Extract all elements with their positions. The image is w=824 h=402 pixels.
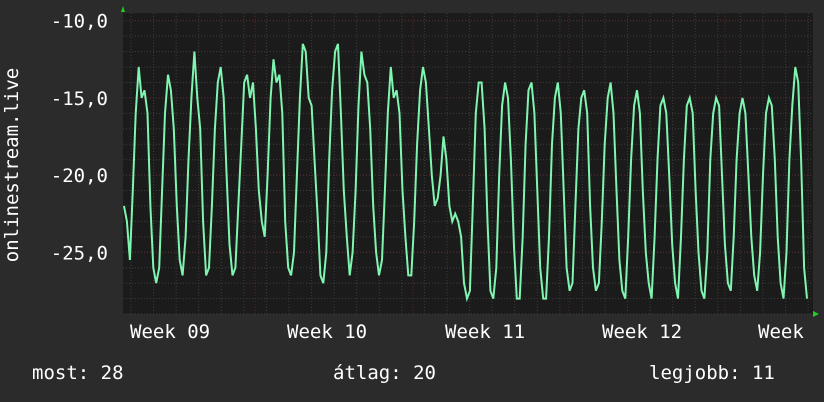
stat-current: most: 28 — [32, 362, 124, 384]
y-tick-label: -25,0 — [51, 242, 108, 264]
x-tick-label: Week 12 — [602, 321, 682, 343]
x-tick-label: Week — [758, 321, 804, 343]
stat-average: átlag: 20 — [333, 362, 436, 384]
x-axis-ticks: Week 09 Week 10 Week 11 Week 12 Week — [130, 321, 804, 343]
y-tick-label: -15,0 — [51, 88, 108, 110]
y-tick-label: -10,0 — [51, 11, 108, 33]
y-axis-ticks: -10,0 -15,0 -20,0 -25,0 — [51, 11, 108, 265]
x-axis-arrow — [813, 311, 819, 317]
chart: -10,0-15,0-20,0-25,0 Week 09 Week 10 Week … — [1, 6, 819, 343]
grid — [123, 13, 813, 315]
stat-best: legjobb: 11 — [649, 362, 775, 384]
plot-area — [123, 13, 813, 314]
series-line — [123, 43, 808, 303]
x-tick-label: Week 11 — [445, 321, 525, 343]
x-tick-label: Week 10 — [287, 321, 367, 343]
x-tick-label: Week 09 — [130, 321, 210, 343]
y-axis-arrow — [121, 6, 125, 12]
y-axis-label: onlinestream.live — [1, 68, 23, 262]
y-tick-label: -20,0 — [51, 165, 108, 187]
